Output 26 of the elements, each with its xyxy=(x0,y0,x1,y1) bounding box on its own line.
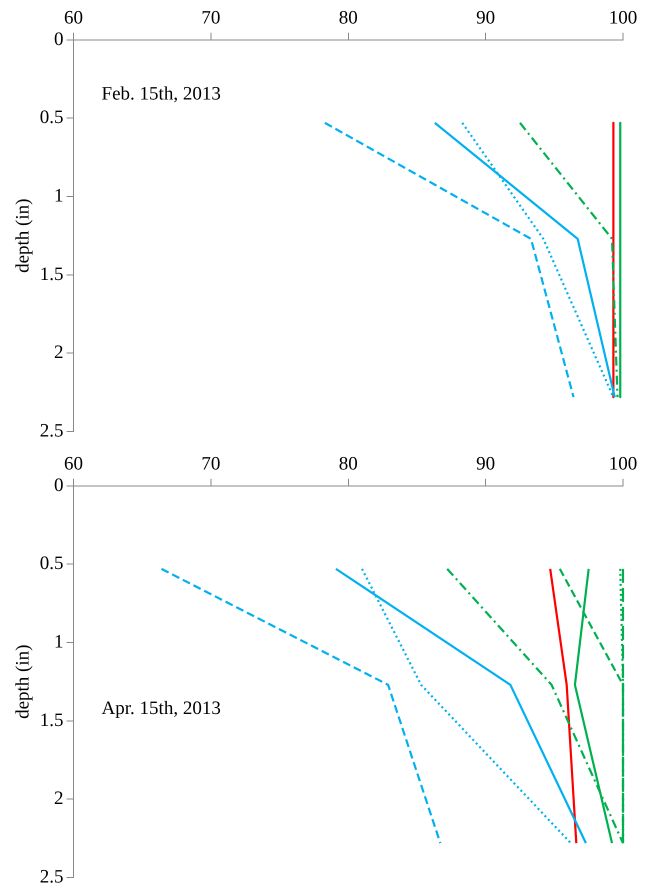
y-tick-label: 1 xyxy=(54,186,64,207)
x-tick-label: 100 xyxy=(608,7,638,28)
x-tick-label: 90 xyxy=(476,7,496,28)
x-tick-label: 80 xyxy=(338,7,358,28)
y-axis-title: depth (in) xyxy=(12,198,34,273)
x-tick-label: 60 xyxy=(64,7,84,28)
y-tick-label: 2 xyxy=(54,342,64,364)
x-tick-label: 70 xyxy=(201,7,220,28)
y-tick-label: 1 xyxy=(54,632,64,653)
y-tick-label: 0.5 xyxy=(40,553,64,574)
x-tick-label: 100 xyxy=(608,453,638,474)
annotation: Feb. 15th, 2013 xyxy=(102,84,221,105)
y-tick-label: 1.5 xyxy=(40,264,64,285)
y-tick-label: 0.5 xyxy=(40,107,64,128)
x-tick-label: 70 xyxy=(201,453,220,474)
y-axis-title: depth (in) xyxy=(12,644,34,719)
annotation: Apr. 15th, 2013 xyxy=(102,698,221,720)
y-tick-label: 2.5 xyxy=(40,866,64,888)
y-tick-label: 0 xyxy=(54,28,64,50)
x-tick-label: 60 xyxy=(64,453,84,474)
y-tick-label: 2.5 xyxy=(40,420,64,442)
y-tick-label: 0 xyxy=(54,474,64,496)
x-tick-label: 90 xyxy=(476,453,496,474)
y-tick-label: 2 xyxy=(54,788,64,810)
y-tick-label: 1.5 xyxy=(40,710,64,731)
x-tick-label: 80 xyxy=(338,453,358,474)
